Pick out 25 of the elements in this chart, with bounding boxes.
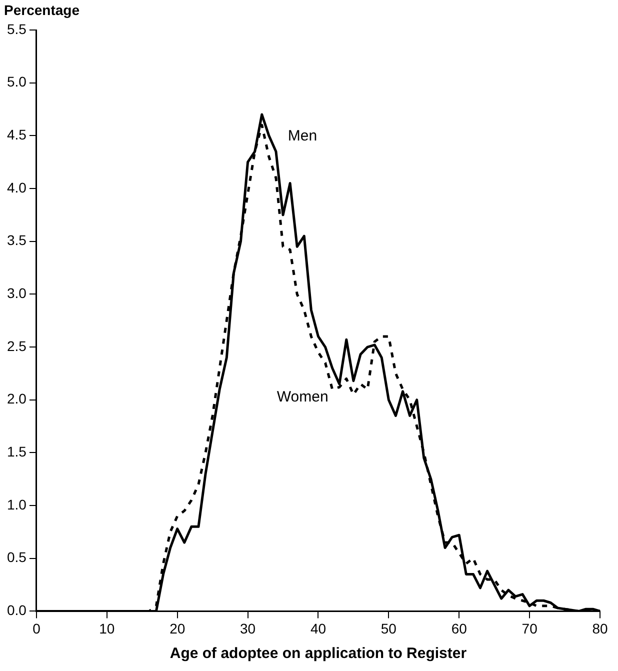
y-tick-label: 0.0: [6, 602, 27, 618]
x-tick-label: 80: [592, 620, 608, 636]
series-label: Men: [288, 128, 318, 145]
y-tick-label: 3.5: [6, 232, 27, 248]
x-tick-label: 40: [310, 620, 326, 636]
y-tick-label: 5.5: [6, 20, 27, 37]
x-tick-label: 20: [170, 620, 186, 636]
x-tick-label: 50: [380, 620, 397, 636]
y-tick-label: 1.5: [6, 444, 27, 460]
y-axis-title: Percentage: [4, 2, 80, 18]
x-axis-title: Age of adoptee on application to Register: [170, 645, 467, 662]
x-tick-label: 70: [522, 620, 538, 636]
series-label: Women: [276, 388, 328, 406]
y-tick-label: 2.5: [6, 338, 27, 354]
y-tick-label: 3.0: [6, 285, 27, 302]
y-tick-label: 0.5: [6, 549, 27, 566]
y-tick-label: 2.0: [6, 390, 27, 407]
x-tick-label: 30: [240, 620, 256, 636]
x-tick-label: 60: [451, 620, 468, 636]
y-tick-label: 1.0: [6, 496, 27, 512]
y-tick-label: 4.5: [6, 126, 27, 143]
x-tick-label: 10: [99, 620, 115, 636]
y-tick-label: 4.0: [6, 179, 27, 196]
x-tick-label: 0: [32, 620, 41, 636]
y-tick-label: 5.0: [6, 74, 27, 90]
